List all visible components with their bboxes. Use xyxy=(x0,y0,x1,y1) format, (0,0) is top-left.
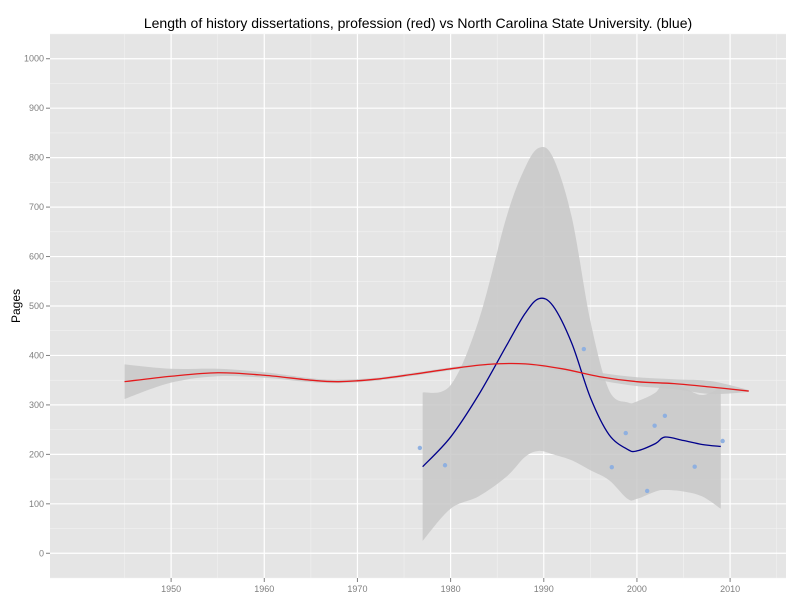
plot-panel: 1950 1960 1970 1980 1990 2000 2010 0 100 200 300 40… xyxy=(24,33,786,594)
y-tick-label: 1000 xyxy=(24,54,44,64)
y-tick-label: 300 xyxy=(29,400,44,410)
y-tick-label: 200 xyxy=(29,449,44,459)
data-point xyxy=(644,488,650,494)
data-point xyxy=(442,463,448,468)
smooth-line-1 xyxy=(422,297,721,468)
x-tick-label: 2000 xyxy=(627,584,647,594)
data-point xyxy=(609,465,614,470)
data-point xyxy=(417,445,423,451)
x-tick-label: 2010 xyxy=(720,584,740,594)
y-tick-label: 600 xyxy=(29,252,44,262)
x-tick-label: 1970 xyxy=(347,584,367,594)
data-point xyxy=(652,423,657,428)
smooth-line-2 xyxy=(124,362,749,392)
chart-title: Length of history dissertations, profess… xyxy=(144,15,692,31)
y-tick-label: 500 xyxy=(29,301,44,311)
y-axis-title: Pages xyxy=(9,289,23,323)
data-point xyxy=(692,464,697,469)
y-tick-label: 100 xyxy=(29,499,44,509)
y-tick-label: 400 xyxy=(29,350,44,360)
data-point xyxy=(720,438,725,444)
x-tick-label: 1980 xyxy=(441,584,461,594)
data-point xyxy=(581,346,587,352)
x-tick-label: 1990 xyxy=(534,584,554,594)
data-point xyxy=(623,430,628,436)
x-tick-label: 1950 xyxy=(161,584,181,594)
data-point xyxy=(662,413,668,418)
y-tick-label: 700 xyxy=(29,202,44,212)
y-tick-label: 0 xyxy=(39,548,44,558)
y-tick-label: 900 xyxy=(29,103,44,113)
y-tick-label: 800 xyxy=(29,153,44,163)
x-tick-label: 1960 xyxy=(254,584,274,594)
